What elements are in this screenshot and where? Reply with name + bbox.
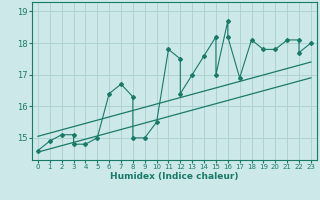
X-axis label: Humidex (Indice chaleur): Humidex (Indice chaleur): [110, 172, 239, 181]
